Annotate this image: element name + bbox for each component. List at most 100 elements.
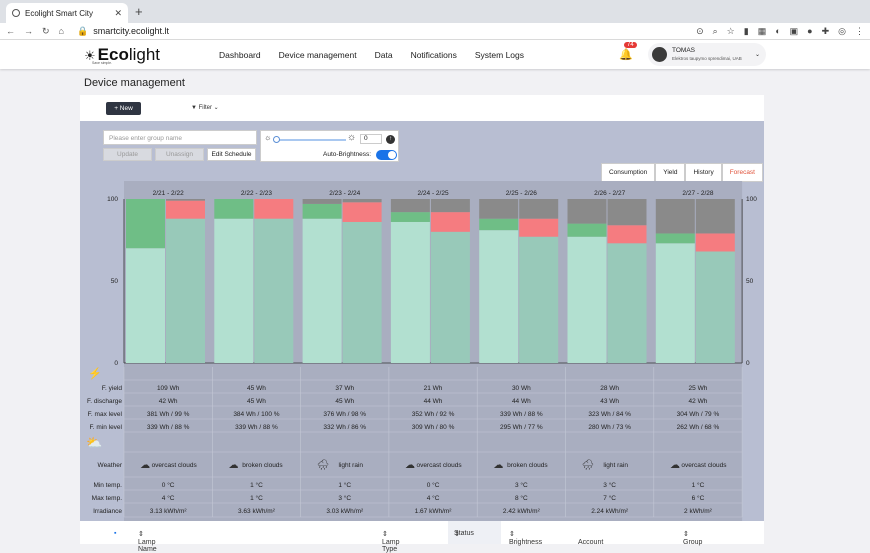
tab-history[interactable]: History: [685, 163, 722, 182]
extension-icon[interactable]: ●: [807, 25, 813, 36]
browser-tabstrip: Ecolight Smart City ✕ +: [0, 0, 870, 23]
logo[interactable]: ☀ Eco light Save simple.: [84, 44, 161, 66]
weather-sun-cloud-icon: ⛅: [86, 435, 102, 450]
row-discharge-value: 42 Wh: [689, 398, 708, 405]
row-yield-value: 21 Wh: [424, 385, 443, 392]
extension-icon[interactable]: ▣: [789, 25, 799, 36]
bar-discharge: [342, 202, 382, 222]
brightness-input[interactable]: 0: [360, 134, 382, 144]
x-tick-label: 2/27 - 2/28: [682, 190, 713, 197]
reload-icon[interactable]: ↻: [42, 25, 50, 36]
profile-icon[interactable]: ◎: [838, 25, 846, 36]
row-max-level-value: 352 Wh / 92 %: [412, 411, 455, 418]
brightness-slider-handle[interactable]: [273, 136, 280, 143]
unassign-button[interactable]: Unassign: [155, 148, 204, 161]
extension-icon[interactable]: ◐: [775, 25, 781, 36]
user-menu[interactable]: TOMAS Elektros taupymo sprendimai, UAB ⌄: [648, 43, 766, 66]
row-min-temp-value: 0 °C: [427, 481, 440, 489]
row-max-level-value: 304 Wh / 79 %: [677, 411, 720, 418]
broken-clouds-icon: ☁: [493, 460, 503, 471]
nav-system-logs[interactable]: System Logs: [474, 49, 525, 60]
favicon-icon: [12, 9, 20, 17]
zoom-icon[interactable]: ⌕: [712, 25, 718, 36]
edit-schedule-button[interactable]: Edit Schedule: [207, 148, 256, 161]
x-tick-label: 2/22 - 2/23: [241, 190, 272, 197]
y-tick-label-left: 0: [114, 360, 118, 367]
brightness-slider[interactable]: [278, 139, 346, 141]
row-max-level-value: 381 Wh / 99 %: [147, 411, 190, 418]
col-brightness[interactable]: Brightness ⇕: [509, 531, 543, 546]
nav-dashboard[interactable]: Dashboard: [219, 49, 261, 60]
address-bar[interactable]: 🔒 smartcity.ecolight.lt: [77, 26, 169, 37]
bar-deficit: [607, 199, 647, 226]
bar-base: [390, 221, 430, 363]
row-min-temp-value: 0 °C: [162, 481, 175, 489]
bookmark-star-icon[interactable]: ☆: [726, 25, 735, 36]
row-max-level-value: 339 Wh / 88 %: [500, 411, 543, 418]
row-max-temp-value: 4 °C: [427, 494, 440, 502]
bar-deficit: [302, 199, 342, 204]
row-discharge-value: 45 Wh: [335, 398, 354, 405]
sun-small-icon: ☼: [264, 133, 272, 142]
bar-level: [430, 231, 470, 363]
new-button[interactable]: + New: [106, 102, 141, 115]
y-tick-label-right: 0: [746, 360, 750, 367]
row-max-temp-label: Max temp.: [92, 495, 123, 502]
auto-brightness-toggle[interactable]: [376, 150, 397, 160]
upload-icon[interactable]: ↑: [386, 135, 395, 144]
bar-discharge: [254, 199, 294, 219]
forecast-chart: 0 0 50 50 100 100 2/21 - 2/22 2/22 - 2/23 2/23 -…: [86, 181, 757, 544]
x-tick-label: 2/24 - 2/25: [418, 190, 449, 197]
col-lamp-type[interactable]: Lamp Type ⇕: [382, 531, 400, 553]
col-lamp-name[interactable]: Lamp Name ⇕: [138, 531, 157, 553]
row-min-level-value: 262 Wh / 68 %: [677, 424, 720, 431]
col-status[interactable]: Status ⇕: [448, 521, 501, 544]
back-icon[interactable]: ←: [6, 26, 15, 36]
bar-level: [166, 218, 205, 363]
tab-forecast[interactable]: Forecast: [721, 163, 763, 182]
group-name-input[interactable]: Please enter group name: [103, 130, 257, 145]
select-all-checkbox[interactable]: ▪: [114, 530, 117, 537]
tab-yield[interactable]: Yield: [655, 163, 686, 182]
extension-icon[interactable]: ⊙: [696, 25, 704, 36]
sun-large-icon: ☼: [347, 132, 357, 143]
filter-button[interactable]: ▼ Filter ⌄: [191, 105, 219, 111]
bar-discharge: [695, 233, 735, 252]
y-tick-label-left: 50: [111, 278, 119, 285]
bar-discharge: [607, 225, 647, 244]
notification-bell-icon[interactable]: 🔔 74: [619, 42, 637, 61]
extension-icon[interactable]: ▮: [743, 25, 749, 36]
bar-base: [126, 248, 165, 363]
tab-consumption[interactable]: Consumption: [600, 163, 656, 182]
row-min-temp-value: 3 °C: [603, 481, 616, 489]
row-max-temp-value: 7 °C: [603, 494, 616, 502]
close-tab-icon[interactable]: ✕: [114, 7, 122, 18]
puzzle-icon[interactable]: ✚: [821, 25, 830, 36]
menu-icon[interactable]: ⋮: [855, 25, 864, 36]
home-icon[interactable]: ⌂: [58, 26, 64, 36]
forward-icon[interactable]: →: [24, 26, 33, 36]
sun-logo-icon: ☀: [84, 47, 96, 63]
new-tab-icon[interactable]: +: [135, 4, 143, 19]
avatar: [652, 47, 667, 62]
overcast-icon: ☁: [140, 460, 150, 471]
bar-level: [695, 251, 735, 363]
row-min-level-value: 309 Wh / 80 %: [412, 424, 455, 431]
user-company: Elektros taupymo sprendimai, UAB: [672, 55, 742, 61]
row-yield-value: 37 Wh: [335, 385, 354, 392]
nav-data[interactable]: Data: [374, 49, 393, 60]
browser-tab[interactable]: Ecolight Smart City ✕: [6, 3, 128, 23]
row-max-level-label: F. max level: [88, 411, 123, 418]
x-tick-label: 2/21 - 2/22: [153, 190, 184, 197]
nav-notifications[interactable]: Notifications: [410, 49, 457, 60]
auto-brightness-label: Auto-Brightness:: [323, 151, 372, 158]
bar-deficit: [166, 199, 205, 201]
row-weather-value: broken clouds: [242, 462, 283, 469]
col-group[interactable]: Group ⇕: [683, 531, 703, 546]
x-tick-label: 2/23 - 2/24: [329, 190, 360, 197]
extension-icon[interactable]: ▦: [757, 25, 767, 36]
update-button[interactable]: Update: [103, 148, 152, 161]
nav-device-management[interactable]: Device management: [278, 49, 357, 60]
main-nav: Dashboard Device management Data Notific…: [219, 50, 524, 60]
row-min-temp-label: Min temp.: [93, 482, 122, 489]
